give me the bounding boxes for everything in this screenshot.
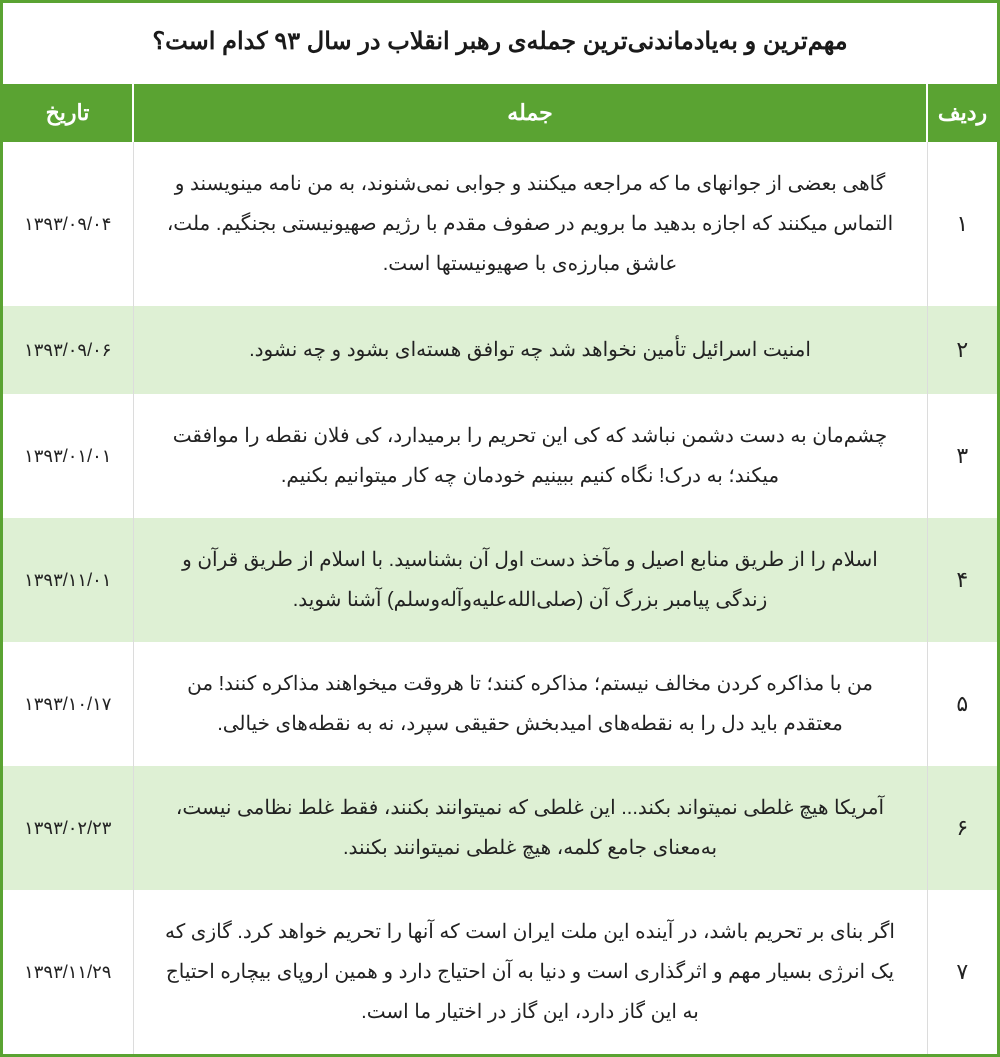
cell-num: ۵ [927, 642, 997, 766]
table-row: ۱ گاهی بعضی از جوانهای ما که مراجعه میکن… [3, 142, 997, 306]
cell-num: ۶ [927, 766, 997, 890]
table-row: ۵ من با مذاکره کردن مخالف نیستم؛ مذاکره … [3, 642, 997, 766]
cell-sentence: چشم‌مان به دست دشمن نباشد که کی این تحری… [133, 394, 927, 518]
cell-num: ۲ [927, 306, 997, 394]
cell-num: ۴ [927, 518, 997, 642]
cell-sentence: امنیت اسرائیل تأمین نخواهد شد چه توافق ه… [133, 306, 927, 394]
cell-date: ۱۳۹۳/۰۹/۰۶ [3, 306, 133, 394]
cell-sentence: اگر بنای بر تحریم باشد، در آینده این ملت… [133, 890, 927, 1054]
table-row: ۷ اگر بنای بر تحریم باشد، در آینده این م… [3, 890, 997, 1054]
cell-date: ۱۳۹۳/۱۰/۱۷ [3, 642, 133, 766]
header-date: تاریخ [3, 84, 133, 142]
cell-num: ۷ [927, 890, 997, 1054]
cell-sentence: گاهی بعضی از جوانهای ما که مراجعه میکنند… [133, 142, 927, 306]
table-row: ۶ آمریکا هیچ غلطی نمیتواند بکند... این غ… [3, 766, 997, 890]
quotes-table: ردیف جمله تاریخ ۱ گاهی بعضی از جوانهای م… [3, 84, 997, 1054]
table-body: ۱ گاهی بعضی از جوانهای ما که مراجعه میکن… [3, 142, 997, 1054]
table-header-row: ردیف جمله تاریخ [3, 84, 997, 142]
cell-date: ۱۳۹۳/۰۲/۲۳ [3, 766, 133, 890]
cell-num: ۳ [927, 394, 997, 518]
cell-date: ۱۳۹۳/۱۱/۰۱ [3, 518, 133, 642]
cell-num: ۱ [927, 142, 997, 306]
cell-date: ۱۳۹۳/۱۱/۲۹ [3, 890, 133, 1054]
cell-sentence: اسلام را از طریق منابع اصیل و مآخذ دست ا… [133, 518, 927, 642]
table-row: ۳ چشم‌مان به دست دشمن نباشد که کی این تح… [3, 394, 997, 518]
header-sentence: جمله [133, 84, 927, 142]
cell-date: ۱۳۹۳/۰۱/۰۱ [3, 394, 133, 518]
cell-sentence: آمریکا هیچ غلطی نمیتواند بکند... این غلط… [133, 766, 927, 890]
table-row: ۲ امنیت اسرائیل تأمین نخواهد شد چه توافق… [3, 306, 997, 394]
header-num: ردیف [927, 84, 997, 142]
table-row: ۴ اسلام را از طریق منابع اصیل و مآخذ دست… [3, 518, 997, 642]
cell-sentence: من با مذاکره کردن مخالف نیستم؛ مذاکره کن… [133, 642, 927, 766]
cell-date: ۱۳۹۳/۰۹/۰۴ [3, 142, 133, 306]
table-container: مهم‌ترین و به‌یادماندنی‌ترین جمله‌ی رهبر… [0, 0, 1000, 1057]
page-title: مهم‌ترین و به‌یادماندنی‌ترین جمله‌ی رهبر… [3, 3, 997, 84]
